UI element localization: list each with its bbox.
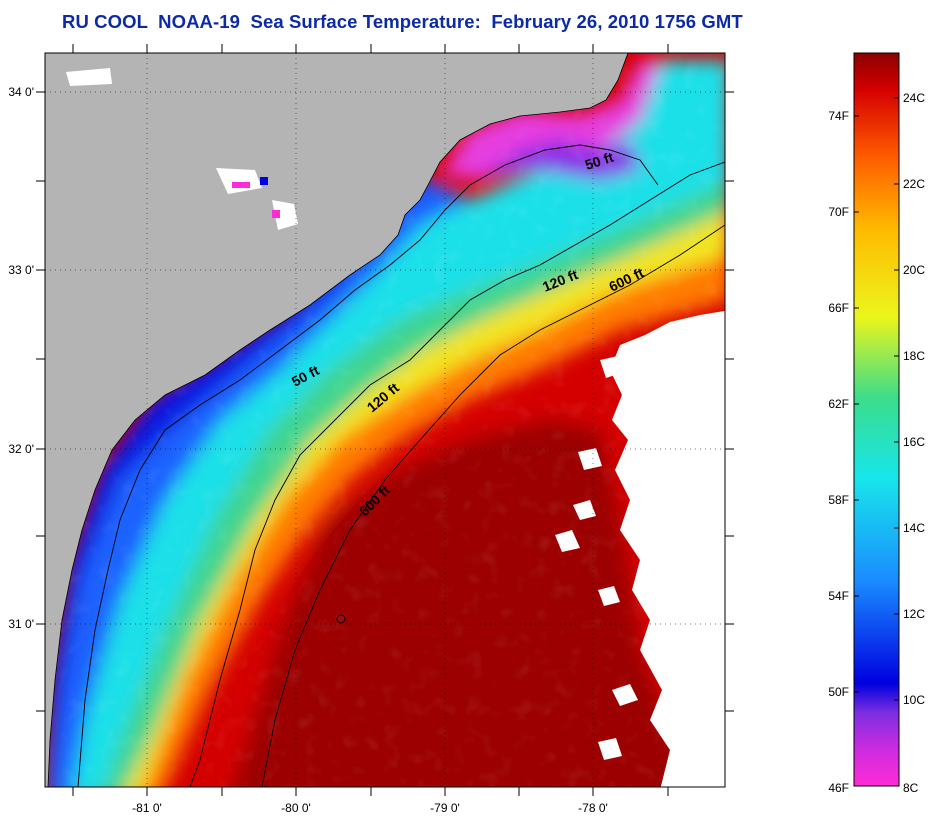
cb-label-8c: 8C bbox=[903, 781, 919, 795]
lon-label-81: -81 0' bbox=[132, 801, 162, 815]
cloud-patch-3 bbox=[555, 530, 580, 552]
cloud-region-east bbox=[610, 310, 725, 787]
contour-120ft bbox=[189, 161, 725, 787]
map-area: 50 ft 120 ft 600 ft 50 ft 120 ft 600 ft bbox=[45, 53, 725, 787]
inland-lakes bbox=[66, 68, 298, 230]
cloud-mask bbox=[555, 310, 725, 787]
map-frame bbox=[44, 52, 726, 788]
cb-label-62f: 62F bbox=[828, 397, 849, 411]
cb-label-66f: 66F bbox=[828, 301, 849, 315]
cb-label-20c: 20C bbox=[903, 263, 925, 277]
contour-50ft bbox=[77, 144, 659, 787]
lon-label-79: -79 0' bbox=[430, 801, 460, 815]
cloud-patch-5 bbox=[573, 500, 596, 520]
lake-blue-patch bbox=[260, 177, 268, 185]
lake-magenta-patch-2 bbox=[272, 210, 280, 218]
location-marker bbox=[336, 614, 346, 624]
map-title: RU COOL NOAA-19 Sea Surface Temperature:… bbox=[62, 11, 743, 32]
lat-label-31: 31 0' bbox=[8, 617, 34, 631]
cb-label-18c: 18C bbox=[903, 349, 925, 363]
cb-label-10c: 10C bbox=[903, 693, 925, 707]
lake-1 bbox=[66, 68, 112, 86]
cb-label-12c: 12C bbox=[903, 607, 925, 621]
cloud-patch-4 bbox=[598, 586, 620, 606]
cb-label-16c: 16C bbox=[903, 435, 925, 449]
lake-3 bbox=[272, 200, 298, 230]
cloud-patch-1 bbox=[600, 356, 624, 378]
axis-ticks bbox=[36, 44, 734, 796]
cb-label-70f: 70F bbox=[828, 205, 849, 219]
colorbar: 74F 70F 66F 62F 58F 54F 50F 46F 24C 22C … bbox=[828, 52, 925, 795]
cloud-patch-7 bbox=[598, 738, 622, 760]
lat-label-34: 34 0' bbox=[8, 85, 34, 99]
colorbar-c-ticks bbox=[894, 97, 899, 701]
graticule bbox=[45, 53, 725, 787]
lon-label-80: -80 0' bbox=[281, 801, 311, 815]
colorbar-ramp bbox=[853, 52, 900, 787]
cb-label-74f: 74F bbox=[828, 109, 849, 123]
cb-label-58f: 58F bbox=[828, 493, 849, 507]
contour-600ft bbox=[261, 224, 725, 787]
cb-label-50f: 50F bbox=[828, 685, 849, 699]
cb-label-14c: 14C bbox=[903, 521, 925, 535]
lake-magenta-patch bbox=[232, 182, 250, 188]
colorbar-f-ticks bbox=[854, 115, 859, 693]
cb-label-24c: 24C bbox=[903, 91, 925, 105]
cb-label-22c: 22C bbox=[903, 177, 925, 191]
lake-2 bbox=[216, 168, 262, 194]
lat-label-33: 33 0' bbox=[8, 263, 34, 277]
lat-label-32: 32 0' bbox=[8, 442, 34, 456]
coastline bbox=[47, 53, 629, 787]
cb-label-54f: 54F bbox=[828, 589, 849, 603]
cloud-patch-6 bbox=[612, 684, 638, 706]
cb-label-46f: 46F bbox=[828, 781, 849, 795]
lon-label-78: -78 0' bbox=[578, 801, 608, 815]
land-mass bbox=[45, 53, 628, 787]
cloud-patch-2 bbox=[578, 448, 602, 470]
